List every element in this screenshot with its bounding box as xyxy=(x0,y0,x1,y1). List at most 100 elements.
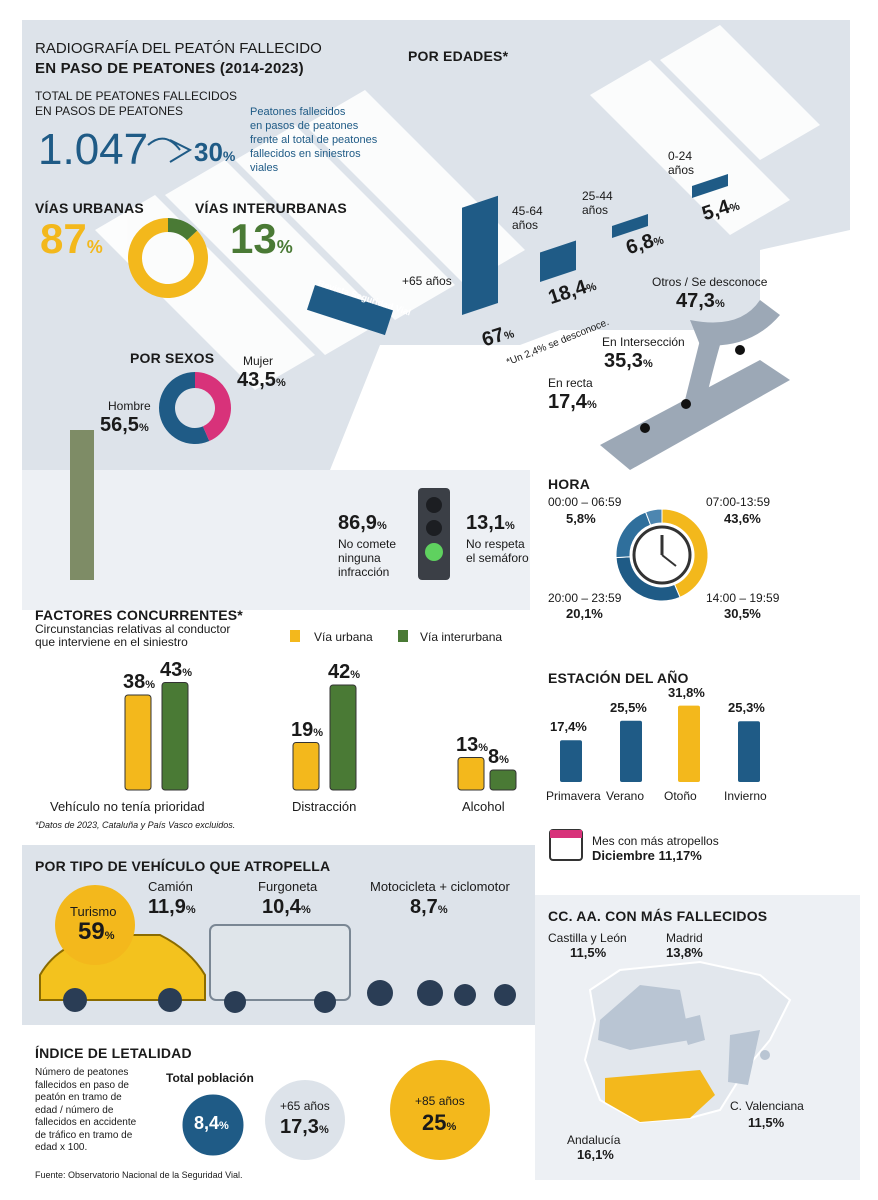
factores-label-1-1: 42% xyxy=(328,661,361,683)
vias-slice-interurbana xyxy=(168,218,198,241)
factores-bar-0-1 xyxy=(161,682,189,791)
lugar-recta-value: 17,4% xyxy=(548,391,597,413)
edades-bar-1 xyxy=(540,240,576,282)
letalidad-value-1: 17,3% xyxy=(280,1116,329,1138)
letalidad-value-0: 8,4% xyxy=(194,1113,229,1133)
infraccion-semaforo-value: 13,1% xyxy=(466,512,515,534)
moto-wheel-icon xyxy=(367,980,393,1006)
factores-bar-2-1 xyxy=(489,769,517,791)
estacion-extra-label: Mes con más atropellos xyxy=(592,834,719,848)
marker-otros xyxy=(735,345,745,355)
factores-label-0-0: 38% xyxy=(123,671,156,693)
ccaa-value-3: 16,1% xyxy=(577,1147,614,1162)
infraccion-no-label: No comete ninguna infracción xyxy=(338,537,397,579)
sexos-hombre-label: Hombre xyxy=(108,399,151,413)
edades-cat-2: 25-44 años xyxy=(582,189,613,217)
letalidad-circles xyxy=(179,1060,490,1160)
region-castilla-leon xyxy=(598,985,690,1050)
vehicles-illustration xyxy=(39,885,516,1013)
source-note: Fuente: Observatorio Nacional de la Segu… xyxy=(35,1170,243,1180)
hora-value-1: 30,5% xyxy=(724,606,761,621)
estacion-cat-1: Verano xyxy=(606,789,645,803)
factores-bar-2-0 xyxy=(457,757,485,791)
hora-value-0: 43,6% xyxy=(724,511,761,526)
edades-cat-3: 0-24 años xyxy=(668,149,695,177)
lugar-otros-value: 47,3% xyxy=(676,290,725,312)
factores-subtitle-1: Circunstancias relativas al conductor xyxy=(35,622,231,636)
region-valenciana xyxy=(728,1030,760,1085)
vias-urbana-label: VÍAS URBANAS xyxy=(35,200,144,216)
estacion-bars xyxy=(560,705,760,782)
region-baleares xyxy=(760,1050,770,1060)
ccaa-label-3: Andalucía xyxy=(567,1133,621,1147)
factores-bar-1-0 xyxy=(292,742,320,791)
ccaa-title: CC. AA. CON MÁS FALLECIDOS xyxy=(548,908,768,924)
hora-title: HORA xyxy=(548,476,591,492)
vias-interurbana-value: 13% xyxy=(230,215,293,262)
factores-note: *Datos de 2023, Cataluña y País Vasco ex… xyxy=(35,820,236,830)
factores-cat-2: Alcohol xyxy=(462,799,505,814)
sexos-donut xyxy=(159,372,232,444)
estacion-label-1: 25,5% xyxy=(610,699,647,715)
region-andalucia xyxy=(605,1070,715,1122)
ccaa-value-2: 11,5% xyxy=(748,1115,785,1130)
estacion-extra-value: Diciembre 11,17% xyxy=(592,848,702,863)
factores-subtitle-2: que interviene en el siniestro xyxy=(35,635,188,649)
estacion-bar-0 xyxy=(560,740,582,782)
vehiculo-value-3: 8,7% xyxy=(410,896,448,918)
edades-bar-3 xyxy=(692,174,728,198)
vehiculo-value-1: 11,9% xyxy=(148,896,196,918)
region-madrid xyxy=(680,1015,705,1045)
sexos-slice-mujer xyxy=(195,372,232,442)
factores-bars xyxy=(124,682,517,791)
clock-hand-minute xyxy=(661,554,677,567)
legend-label-interurbana: Vía interurbana xyxy=(420,630,503,644)
edades-title: POR EDADES* xyxy=(408,48,509,64)
estacion-cat-0: Primavera xyxy=(546,789,601,803)
hora-value-3: 5,8% xyxy=(566,511,596,526)
edades-cat-0: +65 años xyxy=(402,274,452,288)
factores-label-2-1: 8% xyxy=(488,746,509,768)
factores-title: FACTORES CONCURRENTES* xyxy=(35,607,243,623)
vias-slice-urbana xyxy=(128,218,209,299)
edades-bar-0 xyxy=(462,195,498,315)
factores-cat-0: Vehículo no tenía prioridad xyxy=(50,799,205,814)
estacion-label-3: 25,3% xyxy=(728,700,765,716)
lugar-interseccion-value: 35,3% xyxy=(604,350,653,372)
infraccion-no-value: 86,9% xyxy=(338,512,387,534)
sexos-mujer-label: Mujer xyxy=(243,354,274,368)
vehiculo-cat-0: Turismo xyxy=(70,904,117,919)
arrow-icon xyxy=(147,137,193,163)
edades-bars xyxy=(462,174,728,315)
ccaa-label-2: C. Valenciana xyxy=(730,1099,804,1113)
vehiculo-cat-3: Motocicleta + ciclomotor xyxy=(370,879,510,894)
factores-bar-1-1 xyxy=(329,684,357,791)
hora-slice-3 xyxy=(644,508,663,526)
share-note: Peatones fallecidos en pasos de peatones f… xyxy=(250,106,378,174)
share-value: 30% xyxy=(194,137,236,167)
ccaa-value-1: 13,8% xyxy=(666,945,703,960)
hora-label-0: 07:00-13:59 xyxy=(706,495,771,509)
title-line1: RADIOGRAFÍA DEL PEATÓN FALLECIDO xyxy=(35,40,322,57)
estacion-bar-3 xyxy=(738,721,760,782)
letalidad-title: ÍNDICE DE LETALIDAD xyxy=(35,1045,192,1061)
legend-label-urbana: Vía urbana xyxy=(314,630,373,644)
estacion-cat-2: Otoño xyxy=(664,789,697,803)
sexos-title: POR SEXOS xyxy=(130,350,215,366)
sexos-slice-hombre xyxy=(159,372,210,444)
marker-recta xyxy=(640,423,650,433)
legend-swatch-urbana xyxy=(290,630,300,642)
lugar-recta-label: En recta xyxy=(548,376,593,390)
logo-seguridad-vial xyxy=(306,285,393,336)
letalidad-cat-0: Total población xyxy=(166,1071,254,1085)
estacion-bar-1 xyxy=(620,720,642,782)
turismo-highlight xyxy=(55,885,135,965)
marker-interseccion xyxy=(681,399,691,409)
ccaa-label-0: Castilla y León xyxy=(548,931,627,945)
lugar-interseccion-label: En Intersección xyxy=(602,335,685,349)
sexos-hombre-value: 56,5% xyxy=(100,414,149,436)
factores-label-0-1: 43% xyxy=(160,658,193,681)
infraccion-semaforo-label: No respeta el semáforo xyxy=(466,537,529,565)
letalidad-description: Número de peatones fallecidos en paso de p… xyxy=(35,1067,137,1153)
